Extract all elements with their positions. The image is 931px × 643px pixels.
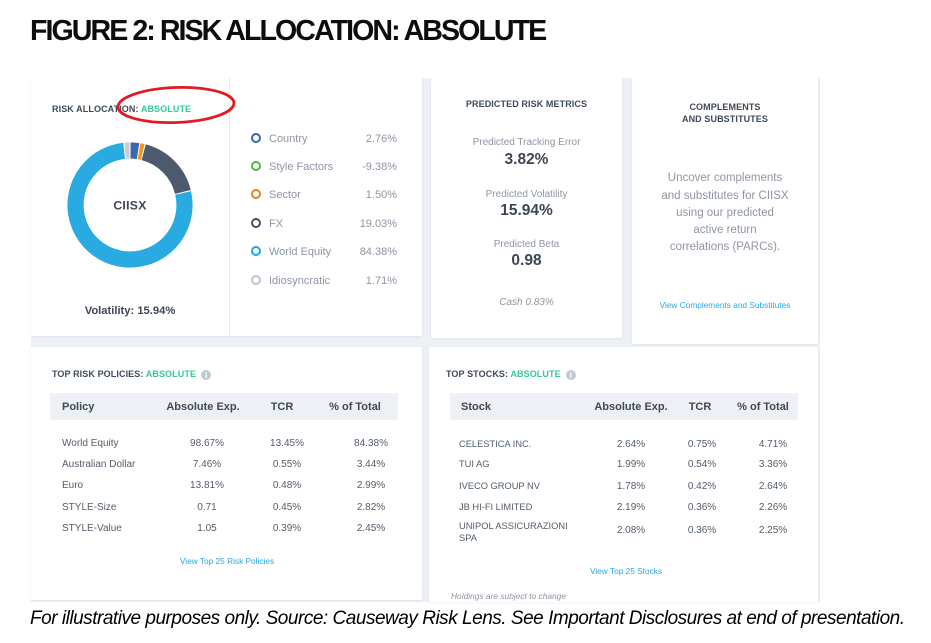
svg-text:CIISX: CIISX (113, 198, 147, 212)
